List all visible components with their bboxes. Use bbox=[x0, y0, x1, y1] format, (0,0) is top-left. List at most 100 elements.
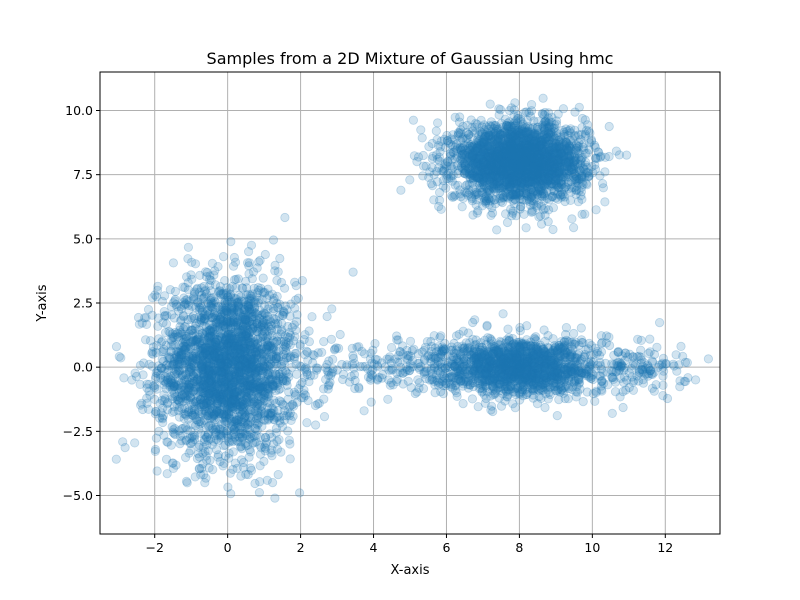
scatter-point bbox=[220, 356, 230, 366]
scatter-point bbox=[249, 322, 259, 332]
scatter-point bbox=[183, 414, 193, 424]
scatter-point bbox=[250, 297, 260, 307]
scatter-point bbox=[195, 394, 206, 405]
scatter-point bbox=[222, 288, 232, 298]
scatter-point bbox=[417, 133, 427, 143]
scatter-point bbox=[244, 327, 254, 337]
scatter-point bbox=[305, 371, 315, 381]
scatter-point bbox=[196, 394, 206, 405]
scatter-point bbox=[241, 315, 251, 325]
scatter-point bbox=[188, 431, 198, 441]
scatter-point bbox=[268, 381, 278, 391]
scatter-point bbox=[216, 431, 226, 441]
scatter-point bbox=[217, 367, 227, 377]
scatter-point bbox=[224, 329, 234, 339]
scatter-point bbox=[222, 376, 232, 386]
scatter-point bbox=[183, 384, 193, 394]
scatter-point bbox=[184, 448, 194, 458]
scatter-point bbox=[217, 377, 227, 387]
scatter-point bbox=[289, 387, 299, 397]
scatter-point bbox=[260, 381, 271, 391]
scatter-point bbox=[285, 402, 295, 412]
scatter-point bbox=[205, 295, 216, 306]
scatter-point bbox=[196, 313, 206, 324]
scatter-point bbox=[170, 423, 180, 434]
scatter-point bbox=[262, 475, 272, 485]
scatter-point bbox=[213, 396, 223, 406]
scatter-point bbox=[208, 312, 218, 323]
scatter-point bbox=[224, 448, 234, 458]
scatter-point bbox=[276, 277, 287, 288]
scatter-point bbox=[273, 469, 283, 480]
scatter-point bbox=[199, 313, 210, 324]
scatter-point bbox=[276, 447, 286, 457]
scatter-point bbox=[205, 274, 215, 285]
scatter-point bbox=[188, 351, 198, 362]
scatter-point bbox=[209, 331, 219, 341]
scatter-point bbox=[205, 328, 215, 339]
scatter-point bbox=[243, 325, 253, 336]
scatter-point bbox=[297, 275, 307, 286]
scatter-point bbox=[279, 308, 289, 318]
scatter-point bbox=[285, 340, 295, 350]
scatter-point bbox=[250, 379, 260, 389]
scatter-point bbox=[241, 391, 251, 401]
scatter-point bbox=[217, 373, 227, 383]
scatter-point bbox=[248, 383, 258, 393]
scatter-point bbox=[226, 392, 237, 403]
scatter-point bbox=[207, 371, 217, 381]
scatter-point bbox=[223, 380, 233, 391]
scatter-point bbox=[168, 258, 178, 268]
scatter-point bbox=[254, 365, 264, 375]
scatter-point bbox=[242, 380, 253, 390]
scatter-point bbox=[195, 395, 205, 405]
scatter-point bbox=[257, 317, 268, 328]
scatter-point bbox=[241, 469, 251, 479]
scatter-point bbox=[246, 381, 256, 391]
scatter-point bbox=[225, 352, 235, 362]
scatter-point bbox=[157, 336, 167, 346]
scatter-point bbox=[256, 382, 266, 392]
scatter-point bbox=[244, 269, 254, 279]
scatter-point bbox=[229, 252, 239, 263]
scatter-point bbox=[240, 342, 250, 352]
scatter-point bbox=[181, 322, 191, 332]
scatter-point bbox=[166, 440, 176, 450]
scatter-point bbox=[271, 423, 281, 434]
scatter-point bbox=[174, 387, 185, 397]
scatter-point bbox=[143, 304, 154, 315]
scatter-point bbox=[193, 405, 203, 416]
scatter-point bbox=[211, 317, 222, 327]
scatter-point bbox=[232, 320, 242, 330]
scatter-point bbox=[200, 447, 210, 457]
scatter-point bbox=[237, 283, 247, 293]
scatter-point bbox=[283, 352, 293, 363]
scatter-point bbox=[220, 365, 231, 375]
scatter-point bbox=[165, 285, 175, 295]
scatter-point bbox=[166, 341, 176, 351]
scatter-point bbox=[172, 399, 182, 409]
scatter-point bbox=[180, 375, 190, 385]
scatter-point bbox=[194, 416, 204, 427]
scatter-point bbox=[246, 326, 257, 336]
scatter-point bbox=[262, 293, 272, 303]
scatter-point bbox=[229, 298, 239, 308]
scatter-point bbox=[409, 151, 419, 161]
scatter-point bbox=[405, 175, 415, 185]
scatter-point bbox=[251, 347, 261, 358]
scatter-point bbox=[232, 399, 242, 410]
scatter-point bbox=[142, 393, 152, 403]
scatter-point bbox=[267, 330, 277, 341]
scatter-point bbox=[212, 353, 222, 363]
scatter-point bbox=[225, 401, 235, 412]
scatter-point bbox=[248, 362, 258, 372]
scatter-point bbox=[195, 355, 206, 365]
scatter-point bbox=[591, 205, 601, 215]
scatter-point bbox=[220, 346, 230, 356]
scatter-point bbox=[204, 367, 214, 378]
scatter-point bbox=[178, 363, 188, 374]
scatter-point bbox=[244, 388, 254, 398]
scatter-point bbox=[207, 373, 217, 383]
scatter-point bbox=[408, 115, 418, 125]
scatter-point bbox=[254, 400, 264, 410]
